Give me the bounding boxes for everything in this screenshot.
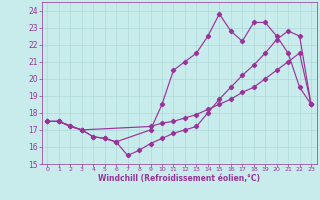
X-axis label: Windchill (Refroidissement éolien,°C): Windchill (Refroidissement éolien,°C) xyxy=(98,174,260,183)
